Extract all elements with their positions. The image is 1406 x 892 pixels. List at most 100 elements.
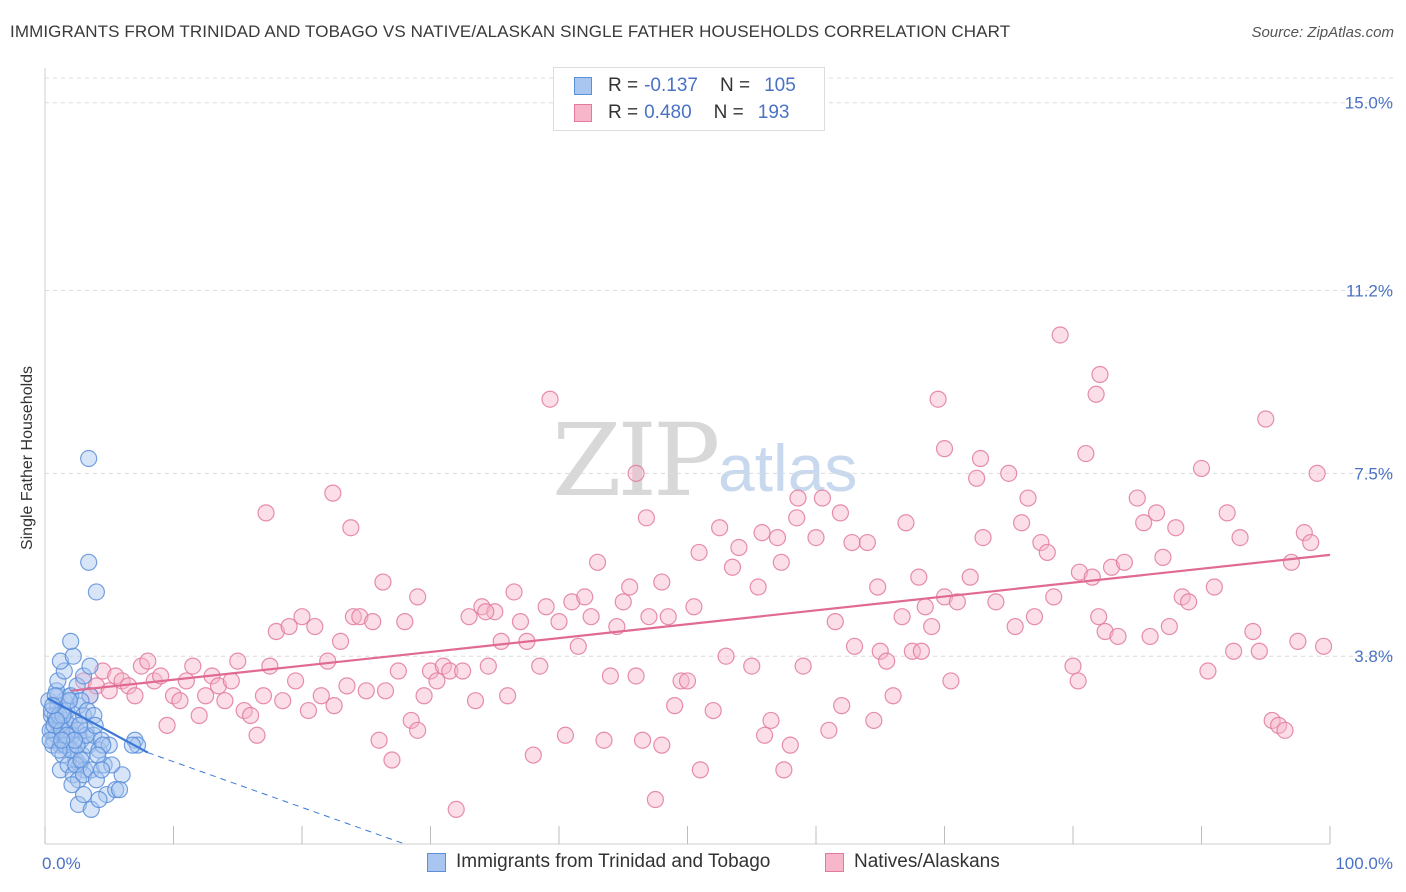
point-natives-189 (374, 573, 392, 591)
point-natives-194 (753, 524, 771, 542)
point-immigrants-104 (53, 731, 71, 749)
point-natives-178 (929, 390, 947, 408)
point-natives-33 (286, 672, 305, 690)
point-immigrants-69 (81, 657, 99, 675)
point-natives-80 (595, 731, 613, 749)
point-natives-58 (447, 800, 465, 819)
point-immigrants-74 (107, 781, 125, 799)
point-natives-179 (541, 390, 559, 408)
point-natives-74 (556, 726, 575, 744)
point-natives-10 (139, 652, 157, 670)
legend-row-natives: R = 0.480 N = 193 (574, 100, 789, 126)
chart-title: IMMIGRANTS FROM TRINIDAD AND TOBAGO VS N… (10, 22, 1011, 41)
point-natives-182 (789, 489, 807, 507)
point-natives-27 (248, 726, 266, 744)
point-natives-134 (1012, 514, 1031, 532)
point-natives-127 (948, 593, 966, 611)
point-natives-109 (794, 657, 812, 675)
point-immigrants-71 (74, 785, 93, 804)
point-natives-63 (479, 657, 497, 675)
point-natives-156 (1167, 519, 1185, 537)
point-natives-124 (923, 617, 941, 636)
point-natives-108 (788, 509, 806, 527)
point-immigrants-61 (55, 662, 73, 680)
point-natives-38 (319, 652, 337, 670)
point-natives-173 (1295, 524, 1313, 542)
point-natives-128 (961, 568, 979, 586)
point-natives-79 (588, 553, 607, 571)
point-immigrants-70 (69, 795, 88, 814)
point-immigrants-100 (110, 781, 129, 799)
point-natives-71 (531, 657, 549, 675)
point-natives-52 (409, 721, 427, 739)
point-natives-40 (331, 632, 350, 650)
point-natives-158 (1180, 593, 1198, 611)
point-natives-15 (171, 692, 189, 710)
point-natives-196 (813, 489, 832, 507)
point-natives-75 (563, 593, 581, 611)
point-natives-117 (871, 642, 889, 660)
point-natives-185 (1087, 385, 1105, 403)
point-natives-94 (685, 598, 703, 616)
legend-n-value: 105 (764, 75, 796, 96)
bottom-legend-label-immigrants: Immigrants from Trinidad and Tobago (456, 851, 771, 872)
point-immigrants-101 (92, 761, 111, 779)
point-natives-13 (158, 716, 176, 734)
point-immigrants-94 (47, 711, 66, 730)
point-natives-54 (421, 662, 440, 680)
point-natives-101 (743, 657, 761, 675)
point-natives-17 (184, 657, 202, 675)
point-natives-147 (1102, 558, 1121, 576)
point-natives-68 (511, 613, 530, 631)
point-immigrants-82 (87, 583, 106, 601)
point-natives-160 (1199, 662, 1217, 680)
point-natives-36 (306, 617, 324, 636)
legend-n-value: 193 (757, 102, 790, 123)
point-immigrants-66 (51, 652, 70, 670)
point-natives-18 (190, 706, 208, 725)
trend-extension-immigrants (147, 752, 405, 845)
point-natives-55 (428, 672, 446, 690)
bottom-legend-immigrants: Immigrants from Trinidad and Tobago (427, 851, 770, 873)
point-natives-164 (1231, 528, 1249, 547)
point-natives-146 (1096, 622, 1114, 641)
point-natives-187 (324, 484, 342, 502)
legend-swatch-immigrants (574, 77, 592, 95)
point-natives-202 (1069, 672, 1087, 690)
point-natives-145 (1090, 608, 1108, 626)
point-natives-186 (257, 504, 275, 522)
point-natives-81 (601, 667, 620, 685)
point-immigrants-76 (103, 756, 121, 774)
point-natives-104 (762, 711, 780, 730)
point-natives-150 (1128, 489, 1146, 507)
point-immigrants-54 (87, 771, 106, 789)
point-natives-132 (1000, 464, 1018, 482)
point-natives-65 (492, 632, 510, 650)
point-natives-183 (935, 440, 954, 458)
point-natives-193 (690, 543, 708, 562)
point-immigrants-64 (74, 667, 93, 685)
point-natives-89 (653, 736, 671, 754)
point-natives-42 (344, 608, 362, 626)
point-natives-23 (222, 672, 240, 690)
point-natives-90 (659, 608, 677, 626)
point-natives-19 (197, 687, 215, 705)
legend-r-value: -0.137 (644, 75, 698, 96)
point-natives-8 (126, 687, 144, 705)
point-natives-200 (893, 608, 911, 626)
point-natives-103 (755, 726, 774, 744)
point-natives-195 (772, 553, 790, 571)
point-natives-39 (325, 697, 343, 715)
point-natives-37 (312, 687, 330, 705)
point-immigrants-67 (64, 647, 82, 665)
legend-swatch-natives (574, 104, 592, 122)
point-natives-32 (280, 617, 298, 636)
x-tick-label-max: 100.0% (1335, 854, 1393, 873)
point-natives-180 (627, 464, 645, 482)
point-natives-138 (1038, 543, 1056, 562)
point-natives-53 (415, 687, 433, 705)
point-natives-88 (646, 790, 664, 809)
trend-line-natives (70, 553, 1331, 692)
point-natives-155 (1160, 617, 1178, 636)
point-natives-60 (460, 608, 478, 626)
